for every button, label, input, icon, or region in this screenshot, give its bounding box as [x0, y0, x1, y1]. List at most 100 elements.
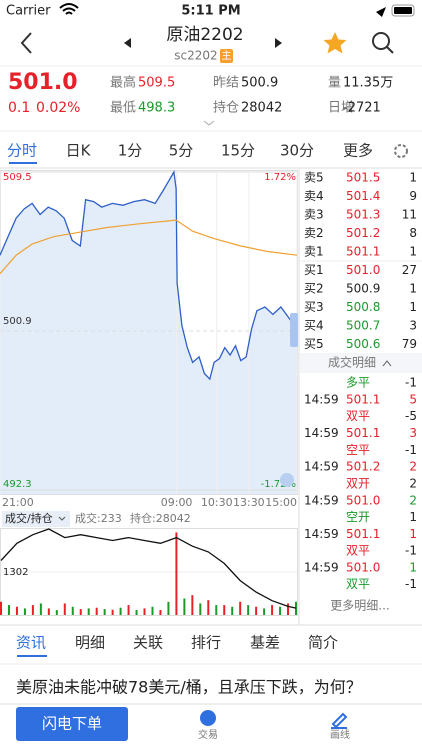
- period-tab[interactable]: 15分: [221, 142, 255, 160]
- trade-volume: 5: [409, 393, 417, 407]
- volume-bar: [143, 608, 146, 615]
- badge: 主: [222, 50, 232, 62]
- carrier: Carrier: [6, 4, 51, 19]
- info-tab[interactable]: 排行: [191, 634, 221, 652]
- book-price: 501.3: [346, 208, 380, 222]
- info-tabs: 资讯 明细 关联 排行 基差 简介: [16, 634, 338, 652]
- period-tab[interactable]: 1分: [118, 142, 143, 160]
- trade-type: 多平: [346, 376, 370, 390]
- info-tab[interactable]: 资讯: [16, 634, 46, 652]
- trade-price: 501.0: [346, 493, 380, 507]
- period-tab[interactable]: 30分: [280, 142, 314, 160]
- trade-price: 501.1: [346, 527, 380, 541]
- next-contract[interactable]: [275, 38, 282, 48]
- volume-bar: [0, 601, 2, 615]
- y-tick-label: 492.3: [3, 479, 32, 490]
- volume-selector[interactable]: 成交/持仓: [5, 511, 53, 525]
- info-tab[interactable]: 关联: [133, 634, 163, 652]
- prev-contract[interactable]: [124, 38, 131, 48]
- period-tab[interactable]: 分时: [7, 142, 37, 160]
- trades-header-bg: [300, 353, 422, 373]
- trade-oi: 1: [409, 510, 417, 524]
- volume-bar: [151, 606, 154, 615]
- trade-oi: -1: [405, 577, 417, 591]
- battery-level: [394, 7, 412, 14]
- volume-bar: [183, 598, 186, 615]
- volume-bar: [31, 605, 34, 615]
- book-side: 买5: [304, 337, 324, 351]
- info-tab[interactable]: 明细: [75, 634, 105, 652]
- settings-icon[interactable]: [394, 144, 408, 158]
- volume-selector-bg[interactable]: [2, 511, 70, 527]
- book-price: 501.0: [346, 263, 380, 277]
- trade-time: 14:59: [304, 561, 339, 575]
- stat-value: 500.9: [241, 76, 278, 91]
- draw-icon[interactable]: [331, 712, 348, 729]
- x-tick-label: 13:30: [233, 496, 265, 509]
- stat-label: 昨结: [213, 76, 239, 91]
- volume-bar: [87, 608, 90, 615]
- volume-bar: [223, 605, 226, 615]
- trade-volume: 1: [409, 561, 417, 575]
- volume-bar: [95, 607, 98, 615]
- change-pct: 0.02%: [36, 100, 80, 116]
- volume-bar: [271, 605, 274, 615]
- average-line: [0, 219, 298, 275]
- collapse-caret[interactable]: [382, 360, 392, 367]
- trade-time: 14:59: [304, 393, 339, 407]
- flash-order-button[interactable]: [16, 707, 128, 741]
- book-side: 卖4: [304, 189, 324, 203]
- book-volume: 3: [409, 319, 417, 333]
- book-price: 500.6: [346, 337, 380, 351]
- trade-icon[interactable]: [200, 710, 216, 726]
- active-info-indicator: [17, 655, 47, 657]
- period-tabs: 分时 日K 1分 5分 15分 30分 更多: [7, 142, 373, 160]
- trade-time: 14:59: [304, 460, 339, 474]
- volume-bar: [159, 610, 162, 615]
- book-side: 买1: [304, 263, 324, 277]
- book-side: 买3: [304, 300, 324, 314]
- book-volume: 8: [409, 226, 417, 240]
- trade-price: 501.1: [346, 393, 380, 407]
- trade-price: 501.2: [346, 460, 380, 474]
- contract-code: sc2202: [174, 49, 217, 63]
- trade-oi: 2: [409, 476, 417, 490]
- book-volume: 1: [409, 245, 417, 259]
- trade-type: 空开: [346, 510, 370, 524]
- stat-label: 日增: [328, 101, 354, 116]
- volume-value: 成交:233: [75, 511, 122, 525]
- info-tab[interactable]: 基差: [250, 634, 280, 652]
- trade-oi: -1: [405, 376, 417, 390]
- period-tab[interactable]: 更多: [343, 142, 373, 160]
- trades-header[interactable]: 成交明细: [328, 355, 376, 370]
- news-headline[interactable]: 美原油未能冲破78美元/桶，且承压下跌，为何？: [16, 678, 362, 697]
- book-volume: 79: [402, 337, 417, 351]
- wifi-icon: [59, 3, 79, 15]
- scroll-handle[interactable]: [290, 313, 298, 347]
- selector-caret: [58, 516, 66, 521]
- trade-oi: -1: [405, 443, 417, 457]
- x-tick-label: 09:00: [161, 496, 193, 509]
- stat-value: 28042: [241, 101, 282, 116]
- flash-order-label: 闪电下单: [42, 715, 102, 733]
- trade-type: 空平: [346, 443, 370, 457]
- period-tab[interactable]: 5分: [169, 142, 194, 160]
- info-tab[interactable]: 简介: [308, 634, 338, 652]
- volume-bar: [231, 606, 234, 615]
- more-trades[interactable]: 更多明细...: [330, 599, 389, 613]
- favorite-star[interactable]: [323, 32, 347, 54]
- period-tab[interactable]: 日K: [66, 142, 92, 160]
- volume-bar: [255, 606, 258, 615]
- open-interest-line: [0, 528, 297, 609]
- expand-toggle[interactable]: [203, 120, 215, 126]
- volume-bar: [47, 608, 50, 615]
- trade-time: 14:59: [304, 426, 339, 440]
- volume-bar: [103, 609, 106, 615]
- search-icon[interactable]: [372, 32, 390, 50]
- trade-time: 14:59: [304, 493, 339, 507]
- zoom-button[interactable]: [280, 473, 294, 487]
- volume-bar: [23, 608, 26, 615]
- back-button[interactable]: [20, 32, 32, 54]
- trade-time: 14:59: [304, 527, 339, 541]
